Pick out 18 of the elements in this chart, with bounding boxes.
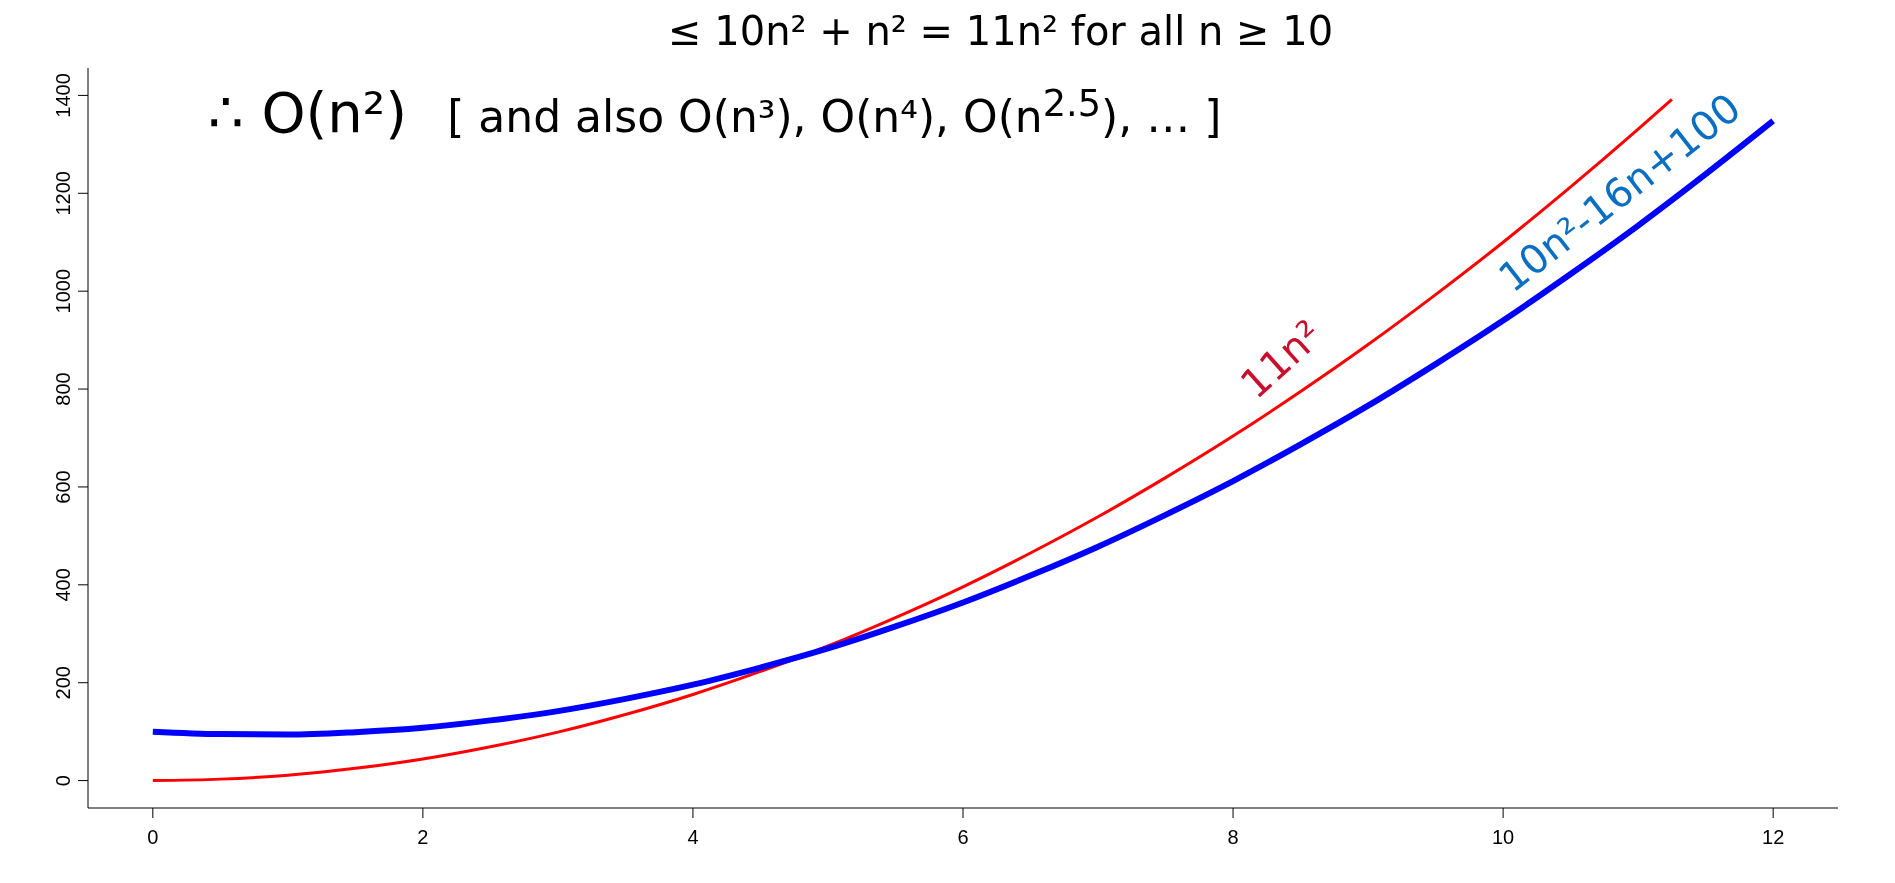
x-tick-label: 4	[687, 826, 699, 848]
y-tick-label: 400	[52, 568, 74, 602]
annotation: ∴ O(n²)	[208, 80, 408, 145]
x-tick-label: 2	[417, 826, 429, 848]
y-tick-label: 200	[52, 666, 74, 700]
y-tick-label: 600	[52, 470, 74, 504]
y-tick-label: 1400	[52, 73, 74, 118]
y-tick-label: 1000	[52, 268, 74, 314]
annotation: [ and also O(n³), O(n⁴), O(n$^{2.5}$), … ]	[447, 82, 1222, 142]
x-tick-label: 10	[1492, 826, 1515, 848]
x-tick-label: 12	[1762, 826, 1785, 848]
x-tick-label: 6	[957, 826, 969, 848]
x-tick-label: 0	[147, 826, 159, 848]
y-tick-label: 800	[52, 372, 74, 406]
y-tick-label: 0	[52, 775, 74, 787]
x-tick-label: 8	[1227, 826, 1239, 848]
text: ≤ 10n² + n² = 11n² for all n ≥ 10	[668, 8, 1334, 54]
y-tick-label: 1200	[52, 171, 74, 216]
